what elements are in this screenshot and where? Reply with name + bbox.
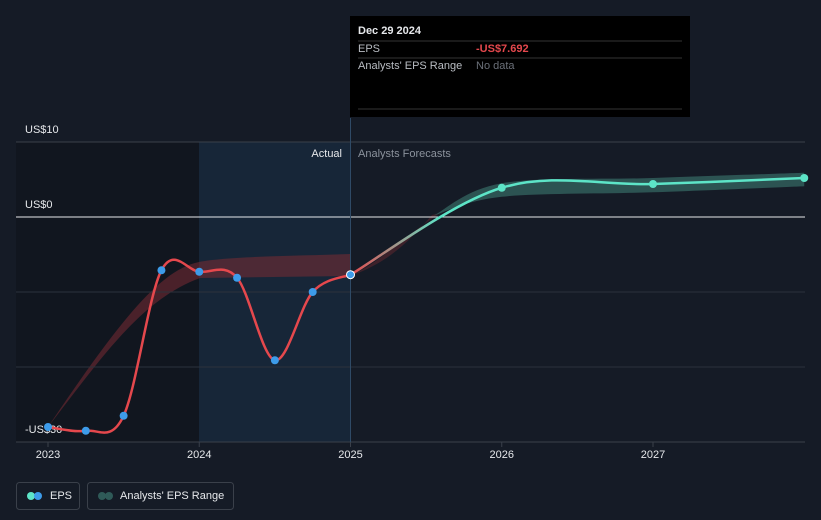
eps-point	[270, 356, 279, 365]
x-tick-label: 2025	[338, 449, 362, 461]
legend-swatch	[34, 492, 42, 500]
legend-label: EPS	[50, 490, 72, 502]
eps-point	[233, 273, 242, 282]
tooltip-value: No data	[476, 60, 515, 72]
eps-point	[308, 288, 317, 296]
legend-swatch	[98, 492, 106, 500]
eps-point	[157, 266, 166, 275]
legend: EPS Analysts' EPS Range	[16, 482, 234, 510]
eps-point	[649, 180, 657, 188]
tooltip-label: EPS	[358, 43, 380, 55]
eps-point	[119, 411, 128, 420]
tooltip: Dec 29 2024 EPS -US$7.692 Analysts' EPS …	[350, 16, 690, 117]
x-tick-label: 2026	[490, 449, 514, 461]
legend-swatch	[27, 492, 35, 500]
tooltip-box	[350, 16, 690, 117]
eps-point	[195, 267, 204, 276]
eps-point	[44, 423, 52, 431]
x-tick-label: 2023	[36, 449, 60, 461]
x-tick-label: 2024	[187, 449, 211, 461]
eps-point	[800, 174, 809, 182]
eps-point	[497, 183, 506, 192]
eps-forecast-line	[349, 176, 805, 276]
legend-swatch	[105, 492, 113, 500]
tooltip-value: -US$7.692	[476, 43, 529, 55]
tooltip-date: Dec 29 2024	[358, 25, 422, 37]
eps-point	[81, 426, 90, 435]
legend-label: Analysts' EPS Range	[120, 490, 224, 502]
legend-item[interactable]	[87, 482, 234, 510]
eps-point	[346, 270, 355, 280]
actual-label: Actual	[311, 148, 342, 160]
x-tick-label: 2027	[641, 449, 665, 461]
y-tick-label: US$10	[25, 124, 59, 136]
forecast-label: Analysts Forecasts	[358, 148, 451, 160]
legend-item[interactable]	[16, 482, 80, 510]
tooltip-label: Analysts' EPS Range	[358, 60, 462, 72]
past-range-shade	[48, 254, 350, 427]
y-tick-label: US$0	[25, 199, 53, 211]
y-tick-label: -US$30	[25, 424, 62, 436]
